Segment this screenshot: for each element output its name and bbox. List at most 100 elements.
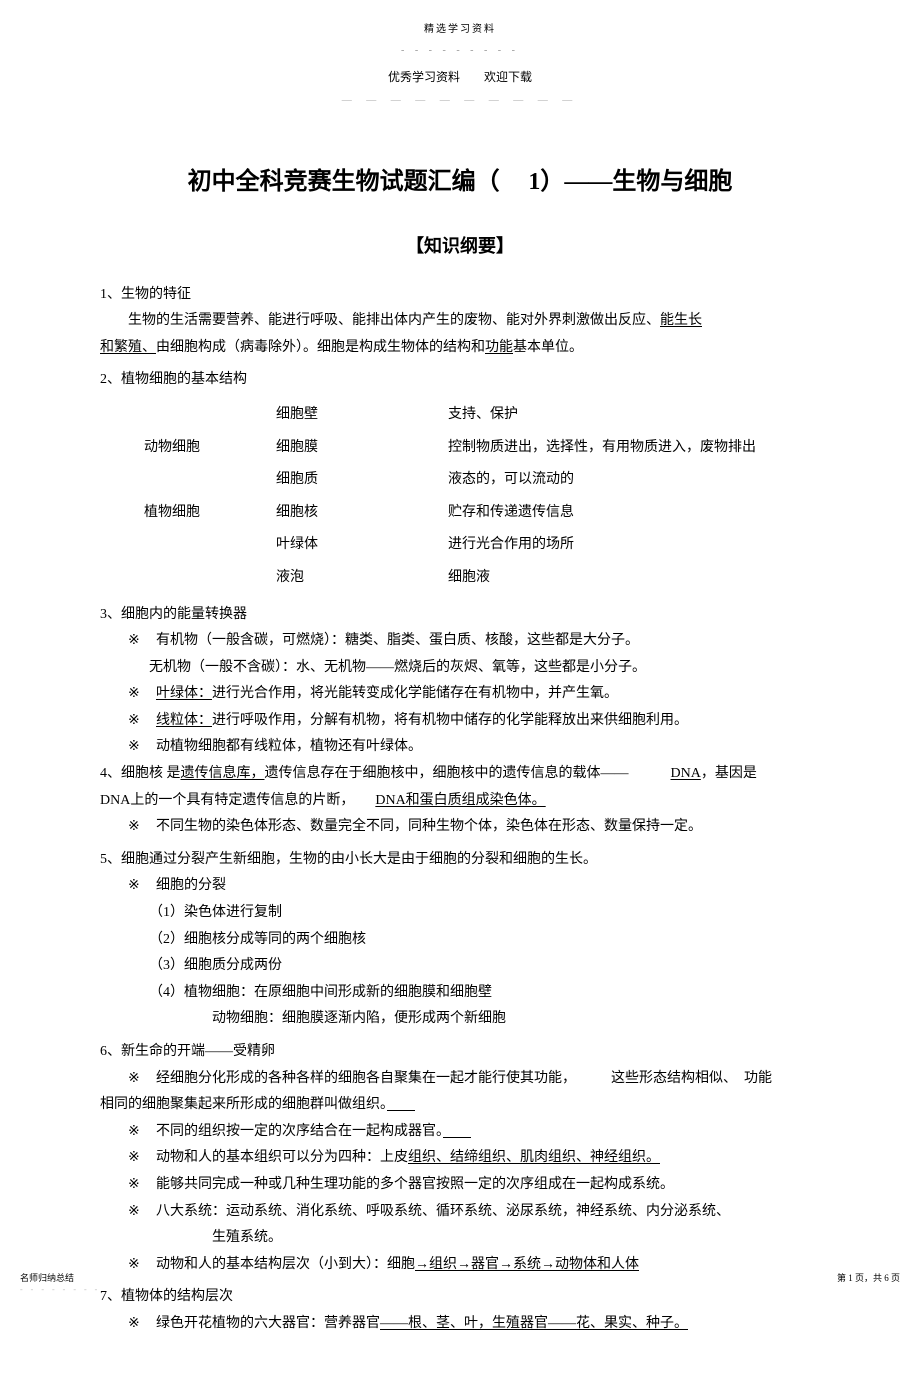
s4-i1-text: 不同生物的染色体形态、数量完全不同，同种生物个体，染色体在形态、数量保持一定。 <box>156 819 702 834</box>
s1-b2b: 由细胞构成（病毒除外）。细胞是构成生物体的结构和 <box>156 340 485 355</box>
table-row: 细胞壁支持、保护 <box>144 400 756 431</box>
footer-right: 第 1 页，共 6 页 <box>837 1270 900 1287</box>
cell-structure-table: 细胞壁支持、保护 动物细胞细胞膜控制物质进出，选择性，有用物质进入，废物排出 细… <box>142 398 758 596</box>
s1-b2a: 和繁殖、 <box>100 340 156 355</box>
s6-i3a: 动物和人的基本组织可以分为四种：上皮 <box>156 1150 408 1165</box>
cell-a: 植物细胞 <box>144 498 274 529</box>
s5-p2: （2）细胞核分成等同的两个细胞核 <box>100 927 820 954</box>
s5-p4: （4）植物细胞：在原细胞中间形成新的细胞膜和细胞壁 <box>100 980 820 1007</box>
s6-i1d-text: 相同的细胞聚集起来所形成的细胞群叫做组织。 <box>100 1097 387 1112</box>
s6-i6a: 动物和人的基本结构层次（小到大）：细胞 <box>156 1257 415 1272</box>
cell-b: 细胞膜 <box>276 433 446 464</box>
section6-head: 6、新生命的开端——受精卵 <box>100 1039 820 1066</box>
s5-p1: （1）染色体进行复制 <box>100 900 820 927</box>
cell-c: 液态的，可以流动的 <box>448 465 756 496</box>
s7-i1: ※绿色开花植物的六大器官：营养器官——根、茎、叶，生殖器官——花、果实、种子。 <box>100 1311 820 1338</box>
s5-p3: （3）细胞质分成两份 <box>100 953 820 980</box>
s3-i4-text: 动植物细胞都有线粒体，植物还有叶绿体。 <box>156 739 422 754</box>
cell-b: 细胞壁 <box>276 400 446 431</box>
s6-i1a: 经细胞分化形成的各种各样的细胞各自聚集在一起才能行使其功能， <box>156 1071 569 1086</box>
header-dots: - - - - - - - - - <box>100 41 820 60</box>
table-row: 细胞质液态的，可以流动的 <box>144 465 756 496</box>
title-prefix: 初中全科竞赛生物试题汇编（ <box>188 169 500 195</box>
s4-l1b: 遗传信息库， <box>181 766 265 781</box>
cell-a: 动物细胞 <box>144 433 274 464</box>
section5-head: 5、细胞通过分裂产生新细胞，生物的由小长大是由于细胞的分裂和细胞的生长。 <box>100 847 820 874</box>
s6-i4-text: 能够共同完成一种或几种生理功能的多个器官按照一定的次序组成在一起构成系统。 <box>156 1177 674 1192</box>
s6-i1d: 相同的细胞聚集起来所形成的细胞群叫做组织。 <box>100 1092 820 1119</box>
cell-c: 支持、保护 <box>448 400 756 431</box>
s6-i1c: 功能 <box>744 1071 772 1086</box>
cell-b: 叶绿体 <box>276 530 446 561</box>
section1-body2: 和繁殖、由细胞构成（病毒除外）。细胞是构成生物体的结构和功能基本单位。 <box>100 335 820 362</box>
s6-i6: ※动物和人的基本结构层次（小到大）：细胞→组织→器官→系统→动物体和人体 <box>100 1252 820 1279</box>
footer-left-text: 名师归纳总结 <box>20 1273 100 1285</box>
header-small: 精选学习资料 <box>100 20 820 39</box>
footer-left-dots: - - - - - - - - <box>20 1285 100 1295</box>
s4-i1: ※不同生物的染色体形态、数量完全不同，同种生物个体，染色体在形态、数量保持一定。 <box>100 814 820 841</box>
section3-head: 3、细胞内的能量转换器 <box>100 602 820 629</box>
s1-b1b: 能生长 <box>660 313 702 328</box>
cell-a <box>144 400 274 431</box>
s4-l1a: 4、细胞核 是 <box>100 766 181 781</box>
s6-i5: ※八大系统：运动系统、消化系统、呼吸系统、循环系统、泌尿系统，神经系统、内分泌系… <box>100 1199 820 1226</box>
footer-left: 名师归纳总结 - - - - - - - - <box>20 1273 100 1295</box>
section2-head: 2、植物细胞的基本结构 <box>100 367 820 394</box>
section4-line2: DNA上的一个具有特定遗传信息的片断， DNA和蛋白质组成染色体。 <box>100 788 820 815</box>
s7-i1b: ——根、茎、叶，生殖器官——花、果实、种子。 <box>380 1316 688 1331</box>
section7-head: 7、植物体的结构层次 <box>100 1284 820 1311</box>
s3-i2a: 叶绿体： <box>156 686 212 701</box>
s3-i1-text: 有机物（一般含碳，可燃烧）：糖类、脂类、蛋白质、核酸，这些都是大分子。 <box>156 633 639 648</box>
s7-i1a: 绿色开花植物的六大器官：营养器官 <box>156 1316 380 1331</box>
s5-p4b: 动物细胞：细胞膜逐渐内陷，便形成两个新细胞 <box>100 1006 820 1033</box>
table-row: 液泡细胞液 <box>144 563 756 594</box>
cell-b: 细胞核 <box>276 498 446 529</box>
header-sub: 优秀学习资料 欢迎下载 <box>100 66 820 89</box>
cell-c: 细胞液 <box>448 563 756 594</box>
s6-i6b: →组织→器官→系统→动物体和人体 <box>415 1257 639 1272</box>
cell-b: 液泡 <box>276 563 446 594</box>
cell-a <box>144 530 274 561</box>
s4-l2c: DNA和蛋白质组成染色体。 <box>375 793 545 808</box>
s3-i3: ※线粒体：进行呼吸作用，分解有机物，将有机物中储存的化学能释放出来供细胞利用。 <box>100 708 820 735</box>
s6-i5b: 生殖系统。 <box>100 1225 820 1252</box>
section1-head: 1、生物的特征 <box>100 282 820 309</box>
cell-a <box>144 563 274 594</box>
s1-b2c: 功能 <box>485 340 513 355</box>
s6-i4: ※能够共同完成一种或几种生理功能的多个器官按照一定的次序组成在一起构成系统。 <box>100 1172 820 1199</box>
title-num: 1 <box>528 169 540 195</box>
s6-i3: ※动物和人的基本组织可以分为四种：上皮组织、结缔组织、肌肉组织、神经组织。 <box>100 1145 820 1172</box>
s3-i2: ※叶绿体：进行光合作用，将光能转变成化学能储存在有机物中，并产生氧。 <box>100 681 820 708</box>
s4-l1c: 遗传信息存在于细胞核中，细胞核中的遗传信息的载体—— <box>265 766 629 781</box>
s4-l2b: 上的一个具有特定遗传信息的片断， <box>130 793 347 808</box>
s3-i4: ※动植物细胞都有线粒体，植物还有叶绿体。 <box>100 734 820 761</box>
table-row: 叶绿体进行光合作用的场所 <box>144 530 756 561</box>
cell-a <box>144 465 274 496</box>
header-sub-dash: — — — — — — — — — — <box>100 91 820 110</box>
table-row: 动物细胞细胞膜控制物质进出，选择性，有用物质进入，废物排出 <box>144 433 756 464</box>
cell-c: 贮存和传递遗传信息 <box>448 498 756 529</box>
s6-i1b: 这些形态结构相似、 <box>611 1071 730 1086</box>
table-row: 植物细胞细胞核贮存和传递遗传信息 <box>144 498 756 529</box>
title-suffix: ）——生物与细胞 <box>540 169 732 195</box>
s6-i2-text: 不同的组织按一定的次序结合在一起构成器官。 <box>156 1124 443 1139</box>
subtitle: 【知识纲要】 <box>100 229 820 263</box>
cell-c: 控制物质进出，选择性，有用物质进入，废物排出 <box>448 433 756 464</box>
s6-i3b: 组织、结缔组织、肌肉组织、神经组织。 <box>408 1150 660 1165</box>
s3-i3b: 进行呼吸作用，分解有机物，将有机物中储存的化学能释放出来供细胞利用。 <box>212 713 688 728</box>
section4-line1: 4、细胞核 是遗传信息库，遗传信息存在于细胞核中，细胞核中的遗传信息的载体—— … <box>100 761 820 788</box>
cell-b: 细胞质 <box>276 465 446 496</box>
s3-i2b: 进行光合作用，将光能转变成化学能储存在有机物中，并产生氧。 <box>212 686 618 701</box>
s3-i3a: 线粒体： <box>156 713 212 728</box>
s3-i1b: 无机物（一般不含碳）：水、无机物——燃烧后的灰烬、氧等，这些都是小分子。 <box>100 655 820 682</box>
page-title: 初中全科竞赛生物试题汇编（ 1）——生物与细胞 <box>100 160 820 206</box>
s1-b2d: 基本单位。 <box>513 340 583 355</box>
s6-i1: ※经细胞分化形成的各种各样的细胞各自聚集在一起才能行使其功能， 这些形态结构相似… <box>100 1066 820 1093</box>
s4-l1e: ，基因是 <box>701 766 757 781</box>
s1-b1a: 生物的生活需要营养、能进行呼吸、能排出体内产生的废物、能对外界刺激做出反应、 <box>128 313 660 328</box>
s5-sub-text: 细胞的分裂 <box>156 878 226 893</box>
s6-i5-text: 八大系统：运动系统、消化系统、呼吸系统、循环系统、泌尿系统，神经系统、内分泌系统… <box>156 1204 730 1219</box>
s5-sub: ※细胞的分裂 <box>100 873 820 900</box>
s4-l1d: DNA <box>671 766 701 781</box>
section1-body1: 生物的生活需要营养、能进行呼吸、能排出体内产生的废物、能对外界刺激做出反应、能生… <box>100 308 820 335</box>
